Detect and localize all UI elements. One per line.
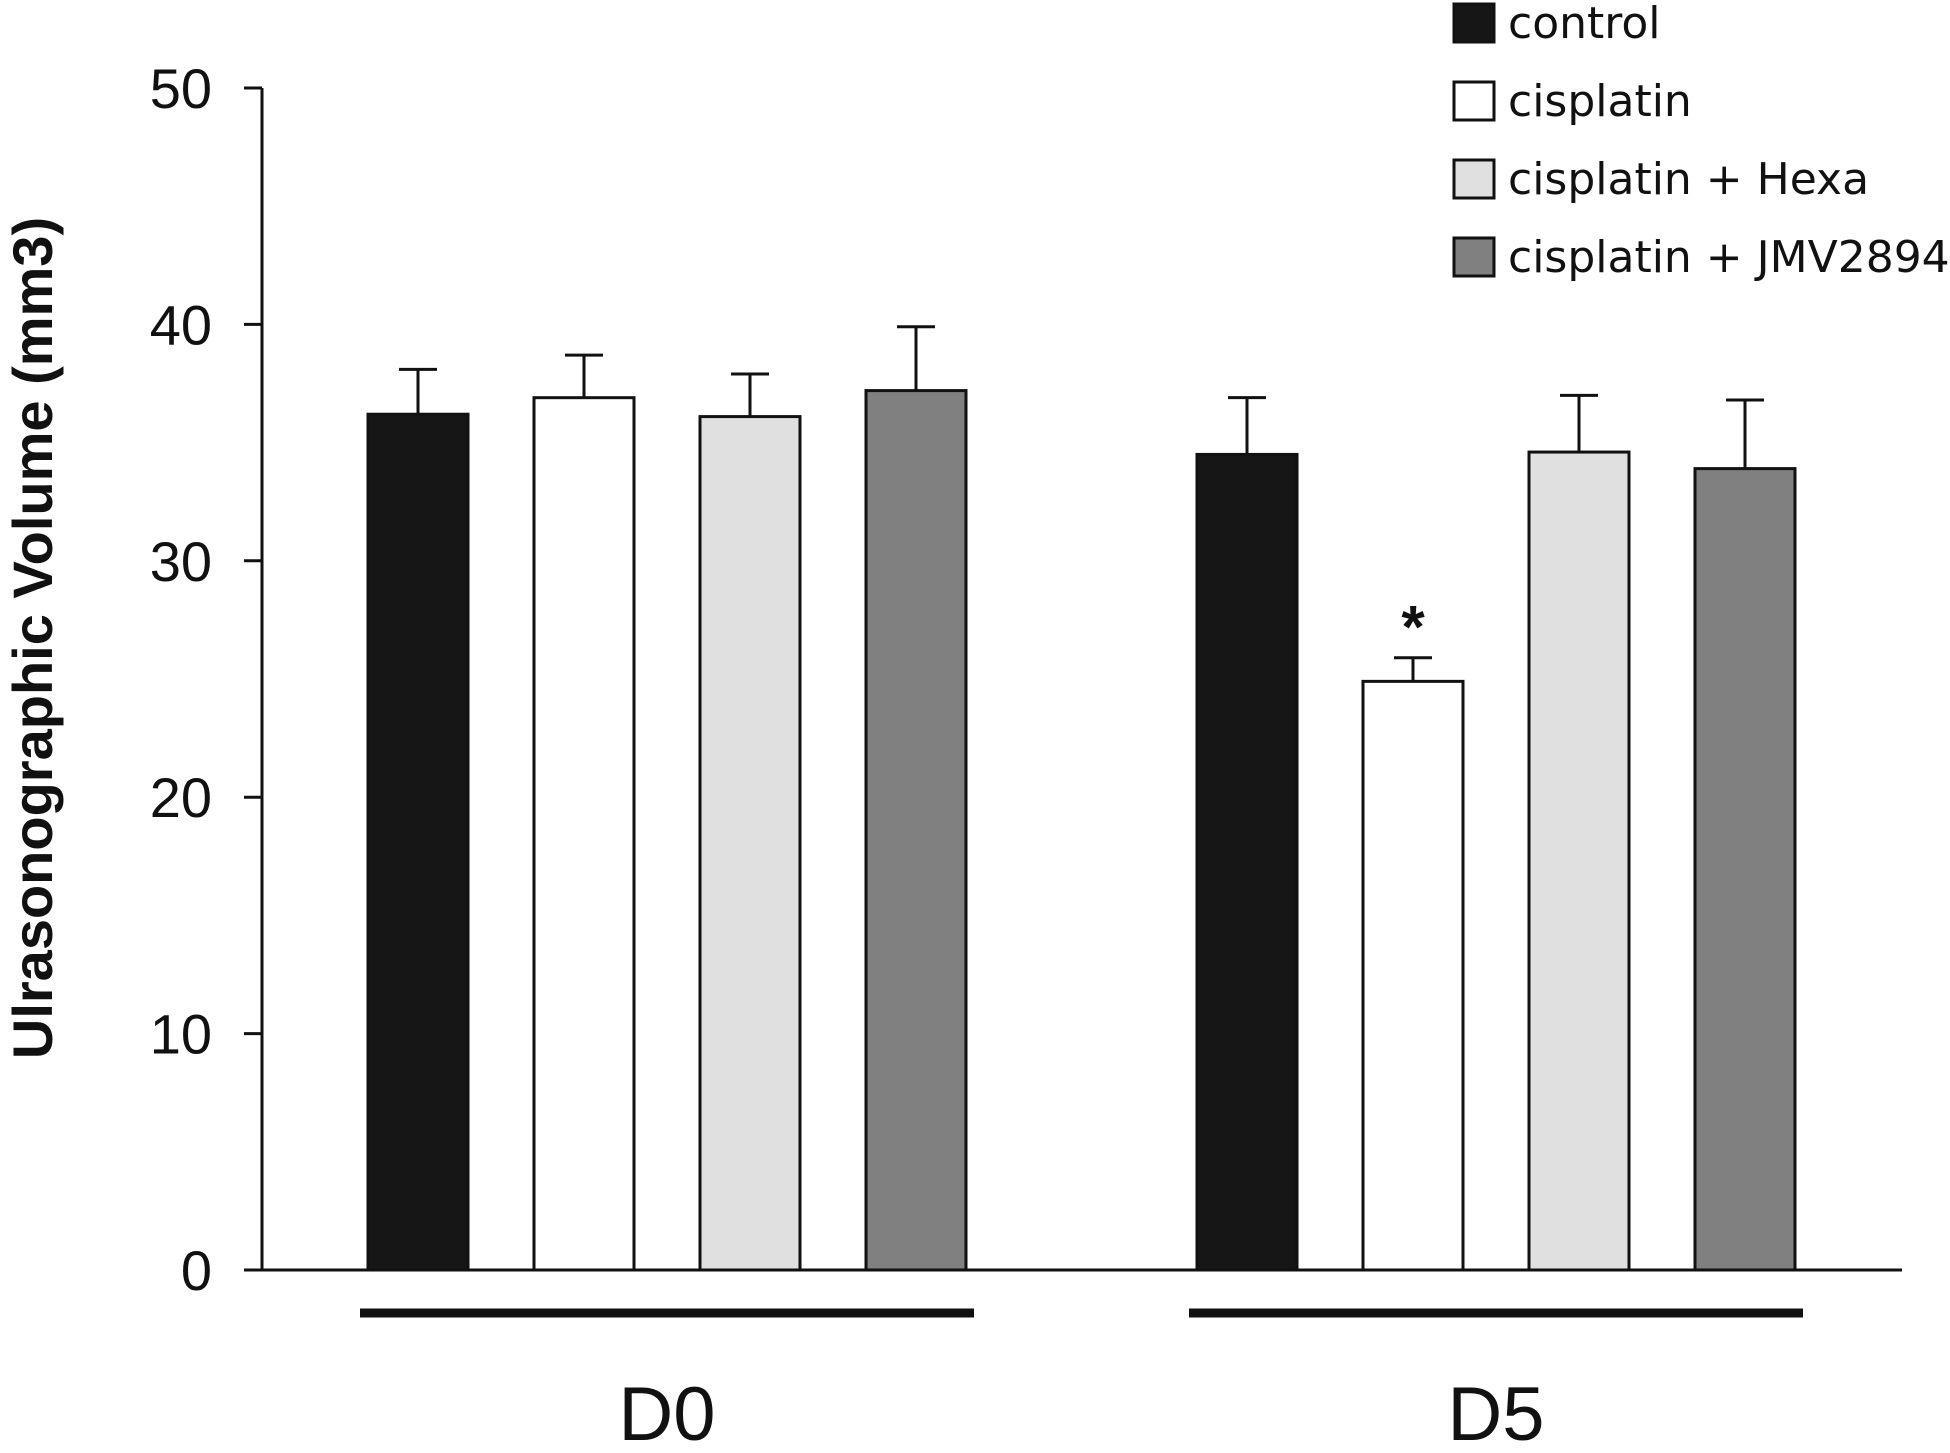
y-tick-label-30: 30 — [150, 530, 212, 593]
legend-label-cisplatin-hexa: cisplatin + Hexa — [1508, 154, 1869, 205]
legend-swatch-control — [1452, 2, 1496, 44]
group-brackets-layer: D0 D5 — [360, 1308, 1803, 1453]
legend-swatch-cisplatin — [1452, 80, 1496, 122]
bar-d5-cisplatin-jmv2894 — [1693, 467, 1797, 1272]
error-bar-d0-control — [399, 367, 437, 415]
bar-d5-control — [1195, 452, 1299, 1272]
annotations-layer: * — [1401, 594, 1425, 661]
legend: control cisplatin cisplatin + Hexa cisplati… — [1452, 0, 1950, 283]
legend-label-cisplatin-jmv2894: cisplatin + JMV2894 — [1508, 232, 1950, 283]
error-bars-layer — [399, 325, 1764, 682]
x-category-label-d0: D0 — [618, 1372, 715, 1453]
error-bar-d0-cisplatin — [565, 353, 603, 398]
y-tick-label-40: 40 — [150, 293, 212, 356]
bar-d0-control — [366, 412, 470, 1272]
y-ticks-layer: 0 10 20 30 40 50 — [150, 57, 262, 1302]
bar-d0-cisplatin — [532, 396, 636, 1272]
legend-swatch-cisplatin-jmv2894 — [1452, 236, 1496, 278]
error-bar-d5-cisplatin-jmv2894 — [1726, 398, 1764, 469]
error-bar-d5-control — [1228, 396, 1266, 455]
y-axis-label: Ulrasonographic Volume (mm3) — [1, 217, 64, 1059]
legend-label-control: control — [1508, 0, 1661, 49]
bars-layer — [366, 389, 1797, 1272]
bar-d0-cisplatin-hexa — [698, 415, 802, 1272]
error-bar-d0-cisplatin-hexa — [731, 372, 769, 417]
axes-layer — [250, 88, 1902, 1272]
y-tick-label-20: 20 — [150, 766, 212, 829]
x-category-label-d5: D5 — [1447, 1372, 1544, 1453]
error-bar-d0-cisplatin-jmv2894 — [897, 325, 935, 391]
legend-swatch-cisplatin-hexa — [1452, 158, 1496, 200]
bar-d5-cisplatin-hexa — [1527, 450, 1631, 1272]
significance-marker: * — [1401, 594, 1425, 661]
y-tick-label-0: 0 — [181, 1239, 212, 1302]
bar-d0-cisplatin-jmv2894 — [864, 389, 968, 1272]
bar-d5-cisplatin — [1361, 679, 1465, 1272]
y-tick-label-50: 50 — [150, 57, 212, 120]
legend-label-cisplatin: cisplatin — [1508, 76, 1692, 127]
error-bar-d5-cisplatin — [1394, 656, 1432, 682]
y-tick-label-10: 10 — [150, 1003, 212, 1066]
error-bar-d5-cisplatin-hexa — [1560, 393, 1598, 453]
